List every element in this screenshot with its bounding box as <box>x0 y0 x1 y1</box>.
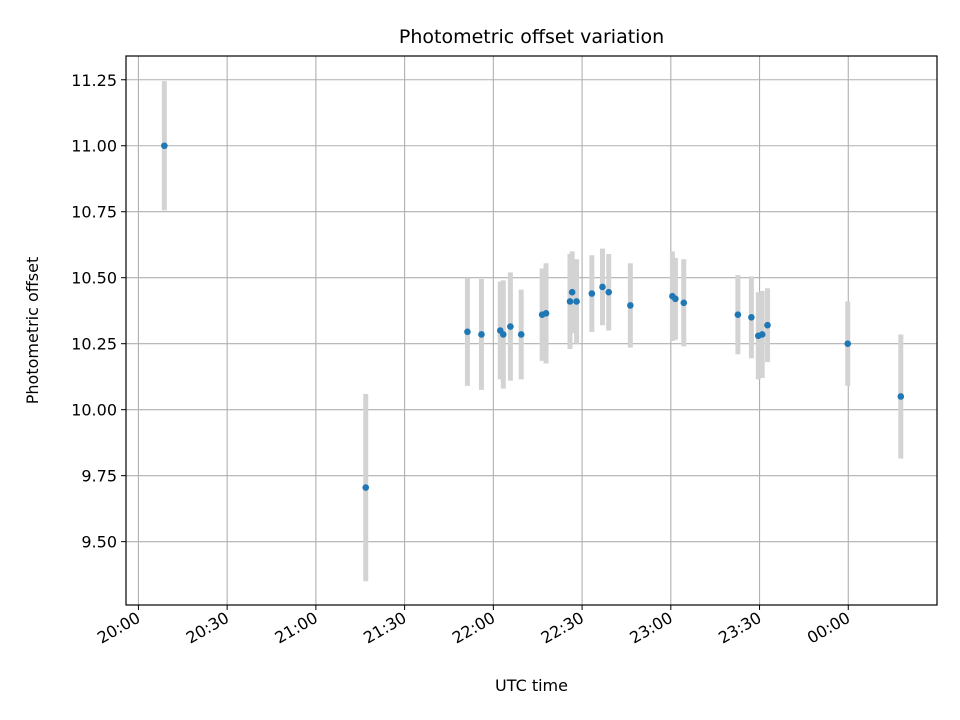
data-point <box>672 295 679 303</box>
x-tick-label: 22:30 <box>538 608 587 648</box>
data-point <box>507 323 514 330</box>
data-point <box>764 321 771 329</box>
x-tick-label: 22:00 <box>449 608 498 648</box>
chart-title: Photometric offset variation <box>399 26 664 48</box>
plot-frame <box>125 55 938 606</box>
x-tick-label: 23:00 <box>626 608 675 648</box>
data-point <box>734 311 742 318</box>
x-tick-label: 23:30 <box>715 608 764 648</box>
data-point <box>680 299 688 307</box>
data-point <box>758 331 766 338</box>
y-tick-label: 11.00 <box>71 137 117 156</box>
grid <box>126 56 937 605</box>
data-point <box>499 331 507 338</box>
data-point <box>844 340 852 347</box>
data-point <box>605 288 612 296</box>
data-point <box>897 393 905 400</box>
data-point <box>599 283 606 291</box>
data-point <box>478 331 485 338</box>
x-axis-label: UTC time <box>495 676 568 695</box>
x-tick-label: 21:30 <box>360 608 409 648</box>
data-point <box>517 331 525 338</box>
data-point <box>161 142 168 150</box>
data-point <box>627 302 634 309</box>
y-tick-label: 10.00 <box>71 401 117 420</box>
y-tick-label: 10.75 <box>71 203 117 222</box>
data-point <box>573 298 580 305</box>
data-point <box>542 310 550 317</box>
error-bars <box>161 81 904 582</box>
x-tick-label: 00:00 <box>804 608 853 648</box>
data-point <box>464 328 471 336</box>
data-point <box>566 298 574 305</box>
x-tick-label: 21:00 <box>271 608 320 648</box>
y-tick-label: 9.75 <box>81 467 117 486</box>
data-point <box>748 314 755 321</box>
y-axis-ticks: 9.50 9.75 10.00 10.25 10.50 10.75 11.00 11.25 <box>71 71 126 552</box>
data-point <box>362 484 370 491</box>
y-tick-label: 11.25 <box>71 71 117 90</box>
y-axis-label: Photometric offset <box>23 257 42 405</box>
x-axis-ticks: 20:00 20:30 21:00 21:30 22:00 22:30 23:00 23:30… <box>94 605 853 648</box>
y-tick-label: 10.25 <box>71 335 117 354</box>
x-tick-label: 20:00 <box>94 608 143 648</box>
data-points <box>161 142 905 491</box>
x-tick-label: 20:30 <box>183 608 232 648</box>
y-tick-label: 10.50 <box>71 269 117 288</box>
data-point <box>588 290 596 297</box>
y-tick-label: 9.50 <box>81 533 117 552</box>
data-point <box>568 288 576 296</box>
